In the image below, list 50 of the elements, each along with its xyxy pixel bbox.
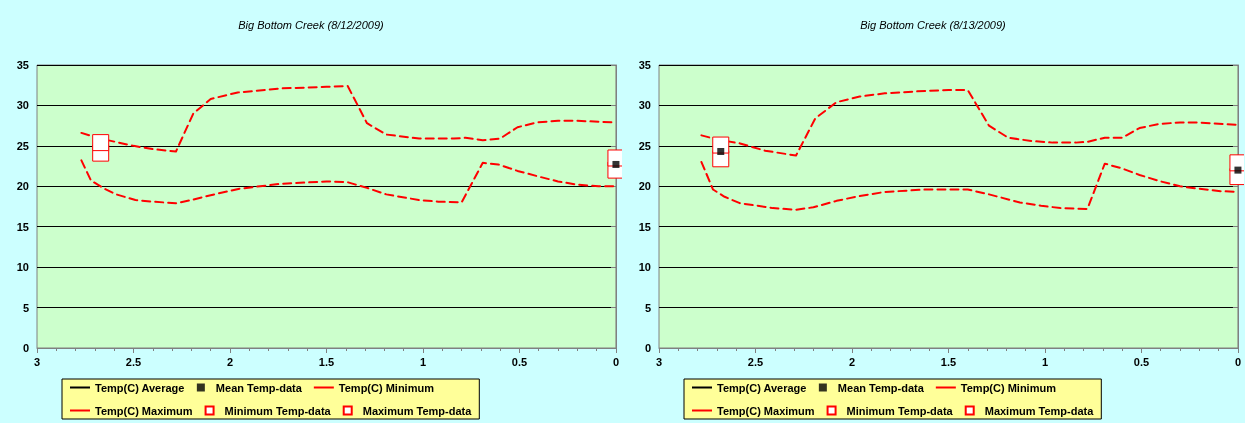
legend-label: Minimum Temp-data — [224, 404, 332, 417]
legend-label: Mean Temp-data — [215, 381, 303, 394]
y-tick-label: 15 — [16, 220, 29, 233]
legend-label: Minimum Temp-data — [846, 404, 954, 417]
y-tick-label: 30 — [16, 99, 29, 112]
point — [612, 160, 620, 168]
legend-label: Temp(C) Minimum — [338, 381, 435, 394]
point — [717, 148, 725, 156]
legend-label: Temp(C) Maximum — [717, 404, 815, 417]
x-tick-label: 0.5 — [1133, 355, 1150, 368]
x-tick-label: 0 — [612, 355, 619, 368]
x-tick-label: 0.5 — [511, 355, 528, 368]
y-tick-label: 5 — [22, 301, 29, 314]
y-tick-label: 20 — [16, 180, 29, 193]
legend-label: Mean Temp-data — [837, 381, 925, 394]
x-tick-label: 2 — [848, 355, 856, 368]
x-tick-label: 2.5 — [125, 355, 142, 368]
y-tick-label: 35 — [638, 59, 651, 71]
y-tick-label: 10 — [638, 261, 651, 274]
line-series — [80, 159, 617, 205]
y-tick-label: 5 — [644, 301, 651, 314]
y-tick-label: 35 — [16, 59, 29, 71]
legend-label: Temp(C) Average — [95, 381, 185, 394]
y-tick-label: 25 — [16, 139, 29, 152]
point — [92, 134, 110, 152]
y-tick-label: 25 — [638, 139, 651, 152]
x-tick-label: 1.5 — [318, 355, 335, 368]
point — [1234, 166, 1242, 174]
x-tick-label: 1.5 — [940, 355, 957, 368]
y-tick-label: 0 — [22, 342, 29, 354]
x-tick-label: 3 — [655, 355, 663, 368]
x-tick-label: 1 — [1041, 355, 1049, 368]
x-tick-label: 2 — [226, 355, 234, 368]
legend-label: Maximum Temp-data — [362, 404, 473, 417]
chart-title: Big Bottom Creek (8/13/2009) — [860, 18, 1007, 31]
chart-title: Big Bottom Creek (8/12/2009) — [238, 18, 385, 31]
y-tick-label: 30 — [638, 99, 651, 112]
x-tick-label: 3 — [33, 355, 41, 368]
legend-label: Temp(C) Minimum — [960, 381, 1057, 394]
y-tick-label: 10 — [16, 261, 29, 274]
legend-label: Temp(C) Average — [717, 381, 807, 394]
y-tick-label: 0 — [644, 342, 651, 354]
y-tick-label: 15 — [638, 220, 651, 233]
legend-label: Maximum Temp-data — [984, 404, 1095, 417]
x-tick-label: 0 — [1234, 355, 1241, 368]
legend-label: Temp(C) Maximum — [95, 404, 193, 417]
y-tick-label: 20 — [638, 180, 651, 193]
x-tick-label: 2.5 — [747, 355, 764, 368]
line-series — [700, 89, 1239, 157]
x-tick-label: 1 — [419, 355, 427, 368]
